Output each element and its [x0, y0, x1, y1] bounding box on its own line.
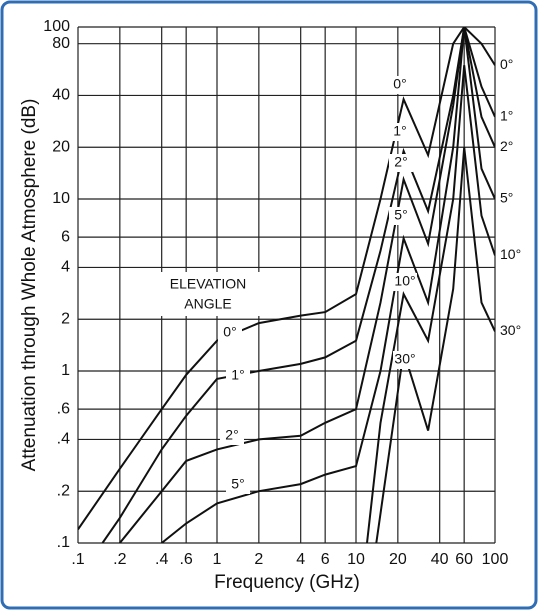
y-tick-label: 20	[52, 138, 70, 155]
y-tick-label: 80	[52, 35, 70, 52]
x-axis-title: Frequency (GHz)	[214, 572, 360, 593]
x-tick-label: 100	[482, 551, 509, 568]
x-tick-label: 6	[321, 551, 330, 568]
label-bg	[226, 476, 250, 494]
curve	[366, 65, 495, 543]
series-label: 1°	[500, 108, 513, 124]
series-label: 0°	[500, 56, 513, 72]
curve	[375, 147, 495, 543]
y-tick-label: .1	[57, 534, 70, 551]
x-tick-label: 60	[455, 551, 473, 568]
series-label: 2°	[394, 154, 407, 170]
label-bg	[388, 76, 412, 94]
y-tick-label: 40	[52, 87, 70, 104]
series-label: 0°	[223, 324, 236, 340]
label-bg	[393, 273, 417, 291]
y-tick-label: 6	[61, 228, 70, 245]
label-bg	[393, 351, 417, 369]
label-bg	[220, 427, 244, 445]
y-tick-label: 2	[61, 310, 70, 327]
curve	[78, 27, 495, 530]
annotation: ELEVATION	[170, 276, 247, 292]
y-tick-label: .4	[57, 431, 70, 448]
series-label: 2°	[500, 138, 513, 154]
series-label: 5°	[394, 207, 407, 223]
x-tick-label: .4	[155, 551, 168, 568]
y-tick-label: 10	[52, 190, 70, 207]
plot-area	[78, 27, 495, 543]
label-bg	[218, 324, 242, 342]
series-label: 30°	[500, 322, 521, 338]
x-tick-label: 20	[389, 551, 407, 568]
series-label: 5°	[231, 476, 244, 492]
series-label: 1°	[393, 123, 406, 139]
series-label: 0°	[393, 76, 406, 92]
curve	[119, 27, 495, 543]
y-tick-label: .2	[57, 482, 70, 499]
series-label: 10°	[394, 273, 415, 289]
series-label: 1°	[231, 367, 244, 383]
x-tick-label: 2	[254, 551, 263, 568]
x-tick-label: 40	[431, 551, 449, 568]
y-axis-title: Attenuation through Whole Atmosphere (dB…	[19, 99, 40, 472]
label-bg	[226, 367, 250, 385]
curve	[161, 27, 495, 543]
x-tick-label: .2	[113, 551, 126, 568]
y-tick-label: .6	[57, 400, 70, 417]
x-tick-label: 4	[296, 551, 305, 568]
annotation: ANGLE	[184, 296, 231, 312]
series-label: 10°	[500, 246, 521, 262]
x-tick-label: .6	[179, 551, 192, 568]
label-bg	[388, 123, 412, 141]
y-tick-label: 4	[61, 259, 70, 276]
series-label: 2°	[225, 427, 238, 443]
label-bg	[389, 207, 413, 225]
annotation-bg	[150, 272, 260, 316]
x-tick-label: .1	[71, 551, 84, 568]
x-tick-label: 10	[347, 551, 365, 568]
x-tick-label: 1	[213, 551, 222, 568]
series-label: 5°	[500, 190, 513, 206]
label-bg	[389, 154, 413, 172]
y-tick-label: 100	[43, 18, 70, 35]
series-label: 30°	[394, 351, 415, 367]
y-tick-label: 1	[61, 362, 70, 379]
